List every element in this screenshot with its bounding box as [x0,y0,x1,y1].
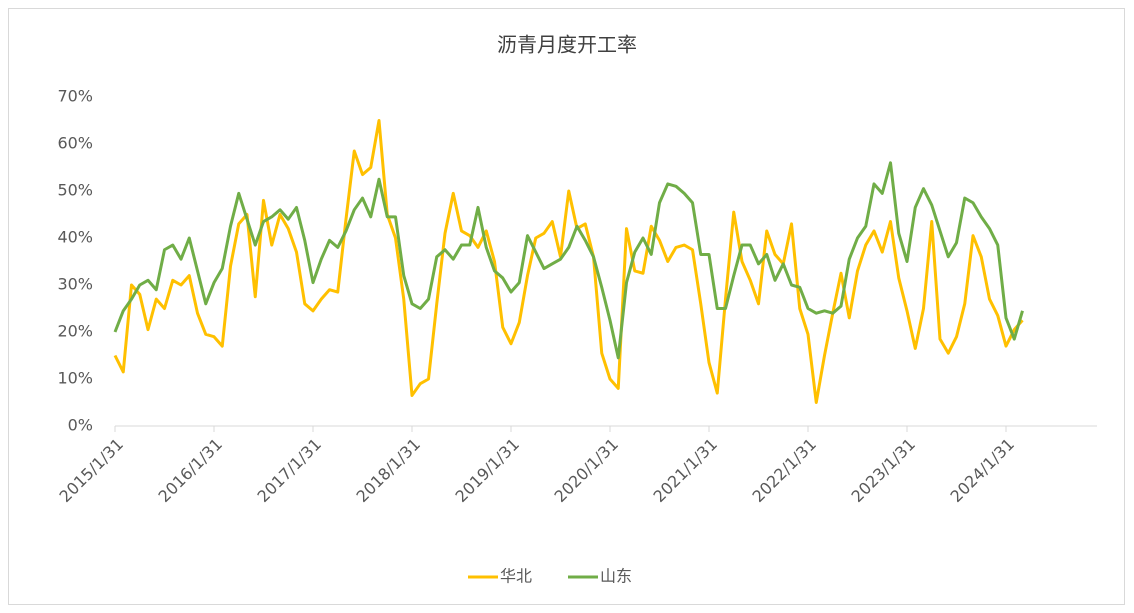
legend-label: 华北 [500,567,532,586]
y-tick-label: 10% [57,369,93,388]
y-tick-label: 70% [57,87,93,106]
series-line [113,161,1024,360]
y-tick-label: 60% [57,134,93,153]
y-tick-label: 20% [57,322,93,341]
legend-label: 山东 [600,567,632,586]
chart-title: 沥青月度开工率 [497,33,637,57]
y-tick-label: 0% [68,416,93,435]
y-tick-label: 30% [57,275,93,294]
y-tick-label: 40% [57,228,93,247]
chart-frame [8,8,1125,605]
y-tick-label: 50% [57,181,93,200]
series-line [113,119,1024,404]
